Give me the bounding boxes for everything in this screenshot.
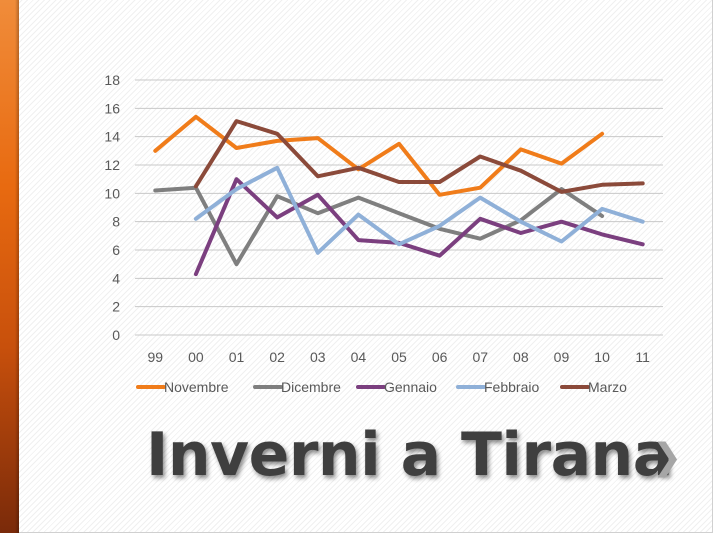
chart-legend: Novembre Dicembre Gennaio Febbraio Marzo <box>136 379 627 395</box>
x-tick-label: 05 <box>391 349 407 365</box>
legend-label: Febbraio <box>484 379 539 395</box>
y-tick-label: 12 <box>104 157 120 173</box>
chart-gridlines <box>135 79 663 336</box>
series-line-marzo <box>193 119 645 194</box>
x-axis-tick-labels: 99 00 01 02 03 04 05 06 07 08 09 10 11 <box>148 349 651 365</box>
y-tick-label: 4 <box>112 270 120 286</box>
x-tick-label: 07 <box>472 349 488 365</box>
y-tick-label: 8 <box>112 214 120 230</box>
y-tick-label: 0 <box>112 327 120 343</box>
y-tick-label: 16 <box>104 100 120 116</box>
x-tick-label: 01 <box>229 349 245 365</box>
x-tick-label: 11 <box>635 349 650 365</box>
series-line-dicembre <box>153 185 605 267</box>
slide-accent-bar <box>0 0 19 533</box>
y-tick-label: 14 <box>104 129 120 145</box>
series-line-novembre <box>153 114 605 197</box>
chart-series <box>153 114 645 277</box>
y-axis-tick-labels: 0 2 4 6 8 10 12 14 16 18 <box>104 72 120 343</box>
series-line-febbraio <box>193 165 645 255</box>
legend-label: Gennaio <box>384 379 437 395</box>
slide-title: Inverni a Tirana <box>146 420 673 490</box>
y-tick-label: 6 <box>112 242 120 258</box>
x-tick-label: 06 <box>432 349 448 365</box>
legend-label: Marzo <box>588 379 627 395</box>
x-tick-label: 04 <box>351 349 367 365</box>
y-tick-label: 2 <box>112 299 120 315</box>
x-tick-label: 02 <box>269 349 285 365</box>
series-line-gennaio <box>193 177 645 277</box>
chevron-right-icon[interactable]: ❯ <box>652 437 683 478</box>
x-tick-label: 09 <box>554 349 570 365</box>
y-tick-label: 18 <box>104 72 120 88</box>
x-tick-label: 08 <box>513 349 529 365</box>
x-tick-label: 99 <box>148 349 164 365</box>
legend-label: Novembre <box>164 379 229 395</box>
legend-label: Dicembre <box>281 379 341 395</box>
y-tick-label: 10 <box>104 185 120 201</box>
x-tick-label: 10 <box>594 349 610 365</box>
x-tick-label: 03 <box>310 349 326 365</box>
x-tick-label: 00 <box>188 349 204 365</box>
